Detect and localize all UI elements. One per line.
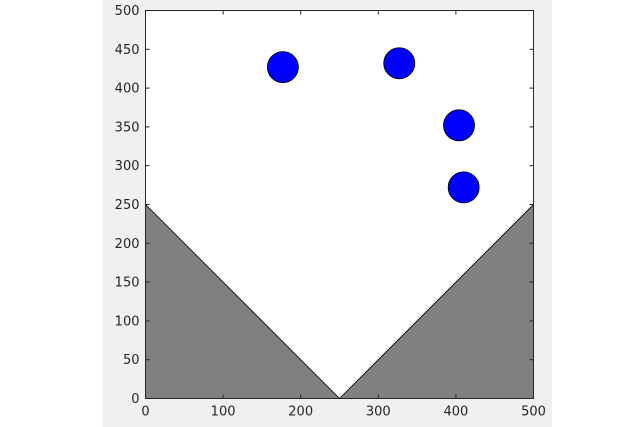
x-tick-label: 400 [443,405,468,420]
y-tick-label: 250 [115,198,140,213]
x-tick-label: 0 [141,405,149,420]
y-tick-label: 500 [115,4,140,19]
x-tick-label: 100 [211,405,236,420]
scatter-point-2 [383,47,416,80]
x-tick-label: 500 [521,405,546,420]
x-tick-label: 200 [288,405,313,420]
y-axis-ticks: 0 50 100 150 200 250 300 350 400 450 500 [115,4,534,407]
x-tick-label: 300 [366,405,391,420]
y-tick-label: 0 [131,392,139,407]
y-tick-label: 300 [115,159,140,174]
y-tick-label: 350 [115,120,140,135]
y-tick-label: 50 [123,353,140,368]
x-axis-ticks: 0 100 200 300 400 500 [141,10,546,420]
y-tick-label: 200 [115,237,140,252]
scatter-point-4 [447,171,480,204]
scatter-point-3 [443,109,475,142]
y-tick-label: 100 [115,314,140,329]
y-tick-label: 400 [115,82,140,97]
scatter-point-1 [266,51,299,84]
scatter-points [266,47,480,204]
y-tick-label: 150 [115,276,140,291]
y-tick-label: 450 [115,43,140,58]
